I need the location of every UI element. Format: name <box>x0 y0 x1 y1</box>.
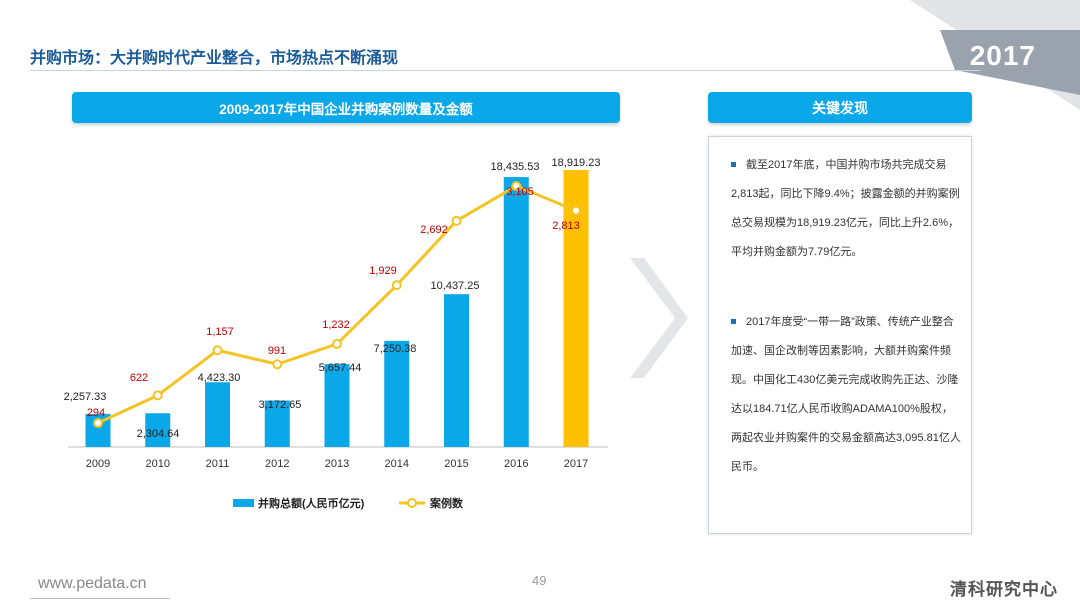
line-point-2017 <box>571 205 581 216</box>
header-divider <box>30 70 980 71</box>
legend-line-marker <box>407 498 417 508</box>
line-label-2010: 622 <box>130 372 148 384</box>
x-tick-2009: 2009 <box>86 458 110 470</box>
bullet-icon <box>731 318 736 324</box>
finding-item: 2017年度受“一带一路”政策、传统产业整合加速、国企改制等因素影响，大额并购案… <box>731 308 963 482</box>
page-title: 并购市场：大并购时代产业整合，市场热点不断涌现 <box>30 50 399 67</box>
footer-divider <box>30 598 170 599</box>
bar-label-2012: 3,172.65 <box>259 399 302 411</box>
corner-decoration <box>910 0 1080 110</box>
x-tick-2016: 2016 <box>504 458 528 470</box>
bar-label-2009: 2,257.33 <box>64 391 107 403</box>
bar-label-2015: 10,437.25 <box>431 280 480 292</box>
year-badge: 2017 <box>969 40 1036 71</box>
line-point-2016 <box>511 181 522 191</box>
x-tick-2010: 2010 <box>146 458 170 470</box>
bar-2016 <box>503 177 529 447</box>
x-tick-2011: 2011 <box>206 458 230 470</box>
bar-label-2011: 4,423.30 <box>198 372 241 384</box>
line-label-2014: 1,929 <box>369 265 397 277</box>
line-point-2012 <box>272 359 283 370</box>
line-point-2013 <box>332 338 342 349</box>
x-tick-2017: 2017 <box>564 458 588 470</box>
bar-2012 <box>264 400 290 447</box>
footer-url[interactable]: www.pedata.cn <box>38 575 147 592</box>
bar-2010 <box>145 413 171 447</box>
bar-label-2010: 2,304.64 <box>137 428 180 440</box>
x-tick-2015: 2015 <box>444 458 468 470</box>
bullet-icon <box>731 161 736 167</box>
bar-2014 <box>384 340 410 447</box>
line-label-2015: 2,692 <box>420 224 448 236</box>
chevron-right-icon <box>630 258 688 378</box>
finding-text: 2017年度受“一带一路”政策、传统产业整合加速、国企改制等因素影响，大额并购案… <box>731 316 961 473</box>
bar-2015 <box>444 294 469 447</box>
bar-label-2017: 18,919.23 <box>552 157 601 169</box>
bar-2013 <box>324 364 350 447</box>
bar-label-2013: 5,657.44 <box>319 362 362 374</box>
finding-item: 截至2017年底，中国并购市场共完成交易2,813起，同比下降9.4%；披露金额… <box>731 151 963 267</box>
findings-title: 关键发现 <box>708 92 972 123</box>
bar-2017 <box>563 170 589 447</box>
bar-label-2016: 18,435.53 <box>491 161 540 173</box>
line-point-2015 <box>451 215 462 226</box>
findings-panel: 截至2017年底，中国并购市场共完成交易2,813起，同比下降9.4%；披露金额… <box>708 136 972 534</box>
finding-text: 截至2017年底，中国并购市场共完成交易2,813起，同比下降9.4%；披露金额… <box>731 159 960 258</box>
page-number: 49 <box>532 573 547 588</box>
line-point-2010 <box>152 390 163 401</box>
chart-title: 2009-2017年中国企业并购案例数量及金额 <box>72 92 620 123</box>
line-label-2009: 294 <box>87 407 105 419</box>
line-label-2012: 991 <box>268 345 286 357</box>
organization-logo: 清科研究中心 <box>950 580 1058 599</box>
line-label-2017: 2,813 <box>552 220 580 232</box>
chart: 2009 2010 2011 2012 2013 2014 2015 2016 2017 2,25… <box>64 157 608 510</box>
line-label-2016: 3,105 <box>506 186 534 198</box>
bar-label-2014: 7,250.38 <box>374 343 417 355</box>
legend-bar-label: 并购总额(人民币亿元) <box>258 496 365 510</box>
x-tick-2012: 2012 <box>265 458 289 470</box>
line-point-2009 <box>93 418 103 428</box>
legend-bar-swatch <box>233 499 254 507</box>
line-label-2011: 1,157 <box>206 326 234 338</box>
x-tick-2014: 2014 <box>385 458 409 470</box>
line-point-2011 <box>212 345 223 356</box>
x-tick-2013: 2013 <box>325 458 349 470</box>
line-point-2014 <box>391 280 402 291</box>
line-label-2013: 1,232 <box>322 319 350 331</box>
bar-2011 <box>205 382 230 447</box>
legend-line-label: 案例数 <box>429 496 464 510</box>
